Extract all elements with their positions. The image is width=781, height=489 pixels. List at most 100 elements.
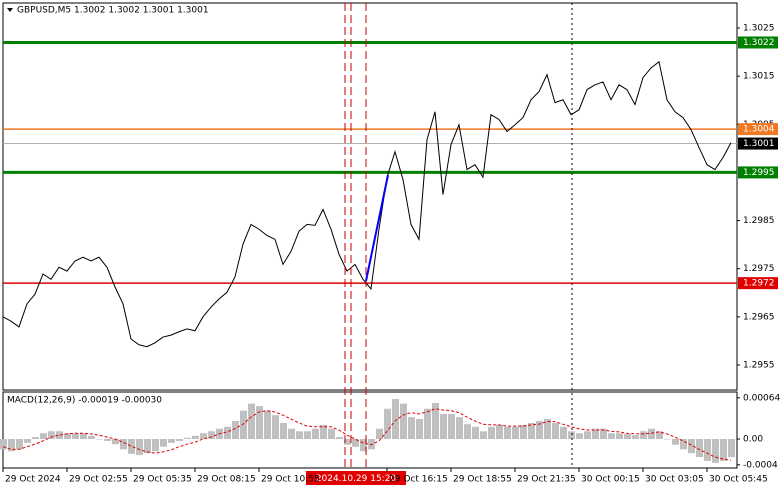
macd-bar (160, 439, 167, 447)
macd-bar (264, 410, 271, 440)
macd-bar (432, 402, 439, 440)
x-tick-label: 29 Oct 08:15 (197, 475, 256, 485)
macd-bar (40, 433, 47, 440)
macd-bar (200, 433, 207, 440)
y-tick-label: 1.2985 (743, 216, 775, 226)
macd-bar (464, 424, 471, 440)
level-label: 1.2972 (743, 279, 775, 289)
y-tick-label: -0.0004 (743, 460, 778, 470)
macd-bar (696, 439, 703, 458)
macd-bar (280, 422, 287, 440)
macd-bar (152, 439, 159, 452)
macd-bar (96, 439, 103, 440)
level-label-box (738, 36, 778, 49)
trend-arrow (365, 174, 389, 282)
macd-bar (312, 428, 319, 440)
macd-bar (688, 439, 695, 454)
macd-bar (528, 422, 535, 440)
macd-bar (448, 413, 455, 440)
macd-bar (392, 399, 399, 440)
y-tick-label: 1.3025 (743, 24, 775, 34)
macd-bar (672, 439, 679, 445)
macd-bar (512, 426, 519, 440)
macd-bar (728, 439, 735, 458)
x-tick-label: 29 Oct 10:55 (261, 475, 320, 485)
macd-bar (384, 408, 391, 440)
macd-bar (680, 439, 687, 450)
level-label: 1.3001 (743, 139, 775, 149)
level-label: 1.2995 (743, 168, 775, 178)
main-pane (2, 2, 738, 391)
macd-bar (104, 439, 111, 441)
macd-bar (616, 433, 623, 440)
macd-bar (232, 420, 239, 440)
macd-bar (632, 435, 639, 440)
macd-bar (176, 439, 183, 441)
macd-bar (536, 420, 543, 440)
macd-bar (144, 439, 151, 454)
macd-bar (656, 431, 663, 440)
level-label-box (738, 137, 778, 150)
macd-bar (304, 431, 311, 440)
macd-bar (408, 417, 415, 440)
macd-bar (504, 426, 511, 440)
macd-bar (328, 428, 335, 440)
macd-bar (136, 439, 143, 456)
macd-bar (520, 424, 527, 440)
x-tick-label: 30 Oct 03:05 (645, 475, 704, 485)
macd-bar (16, 439, 23, 450)
level-label-box (738, 166, 778, 179)
x-tick-label: 29 Oct 2024 (5, 475, 61, 485)
macd-bar (496, 424, 503, 440)
x-tick-label: 29 Oct 21:35 (517, 475, 576, 485)
macd-bar (592, 428, 599, 440)
macd-bar (624, 433, 631, 440)
macd-bar (240, 410, 247, 440)
x-tick-label: 30 Oct 05:45 (709, 475, 768, 485)
macd-bar (24, 439, 31, 443)
macd-bar (552, 422, 559, 440)
macd-bar (584, 431, 591, 440)
price-line (2, 60, 732, 348)
macd-bar (0, 439, 7, 450)
x-tick-label: 29 Oct 05:35 (133, 475, 192, 485)
macd-bar (576, 433, 583, 440)
level-label: 1.3022 (743, 38, 775, 48)
macd-bar (336, 437, 343, 440)
y-tick-label: 0.00 (743, 435, 763, 445)
macd-bar (560, 426, 567, 440)
macd-bar (664, 439, 671, 440)
cursor-time: 2024.10.29 15:20 (316, 474, 397, 484)
macd-bar (288, 428, 295, 440)
macd-bar (256, 406, 263, 440)
macd-bar (720, 439, 727, 461)
y-tick-label: 0.00064 (743, 393, 780, 403)
macd-bar (192, 435, 199, 440)
macd-bar (360, 439, 367, 452)
macd-bar (480, 431, 487, 440)
cursor-time-box (306, 471, 406, 485)
y-tick-label: 1.3015 (743, 72, 775, 82)
macd-bar (184, 437, 191, 440)
macd-bar (8, 439, 15, 452)
macd-bar (80, 433, 87, 440)
macd-bar (568, 431, 575, 440)
y-tick-label: 1.2965 (743, 312, 775, 322)
macd-title: MACD(12,26,9) -0.00019 -0.00030 (7, 396, 162, 406)
macd-bar (352, 439, 359, 447)
macd-bar (640, 431, 647, 440)
chart-title: GBPUSD,M5 1.3002 1.3002 1.3001 1.3001 (17, 6, 209, 16)
level-label-box (738, 277, 778, 290)
macd-bar (320, 424, 327, 440)
macd-bar (64, 433, 71, 440)
macd-bar (208, 431, 215, 440)
level-label: 1.3004 (743, 125, 775, 135)
macd-bar (32, 437, 39, 440)
macd-bar (472, 426, 479, 440)
macd-bar (440, 413, 447, 440)
x-tick-label: 29 Oct 16:15 (389, 475, 448, 485)
macd-bar (248, 403, 255, 440)
y-tick-label: 1.2975 (743, 264, 775, 274)
x-tick-label: 29 Oct 02:55 (69, 475, 128, 485)
